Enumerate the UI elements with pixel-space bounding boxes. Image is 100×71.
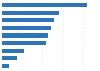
Bar: [2, 3, 87, 7]
Bar: [2, 11, 59, 15]
Bar: [2, 18, 54, 22]
Bar: [2, 26, 50, 30]
Bar: [2, 33, 48, 38]
Bar: [2, 64, 9, 68]
Bar: [2, 41, 46, 45]
Bar: [2, 56, 17, 60]
Bar: [2, 49, 24, 53]
